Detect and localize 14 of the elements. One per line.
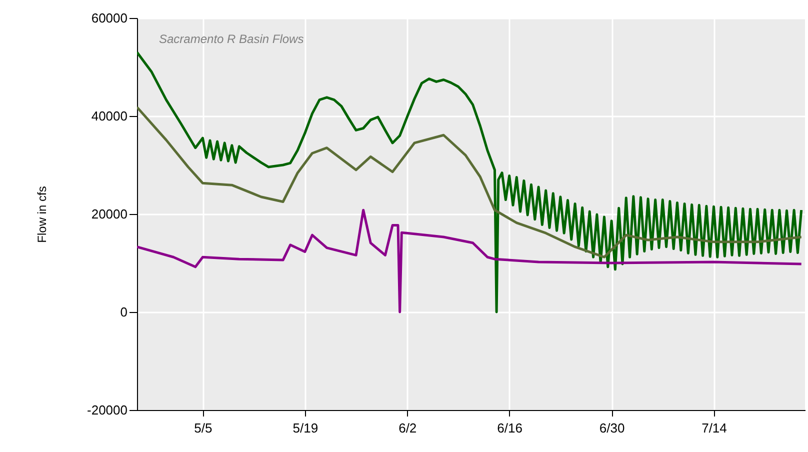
x-tick-label: 6/2 bbox=[398, 420, 417, 436]
y-tick-label: -20000 bbox=[87, 402, 128, 418]
y-tick-label: 60000 bbox=[91, 10, 128, 26]
line-series bbox=[137, 106, 803, 258]
x-tick-label: 7/14 bbox=[702, 420, 727, 436]
x-tick-label: 5/19 bbox=[292, 420, 318, 436]
y-tick-label: 20000 bbox=[91, 206, 128, 222]
x-tick-label: 6/30 bbox=[599, 420, 625, 436]
x-tick-label: 5/5 bbox=[194, 420, 212, 436]
text: Sacramento R Basin Flows bbox=[159, 32, 304, 46]
y-tick-label: 0 bbox=[120, 304, 128, 320]
y-axis-title: Flow in cfs bbox=[35, 186, 50, 243]
y-tick-label: 40000 bbox=[91, 108, 128, 124]
x-tick-label: 6/16 bbox=[497, 420, 522, 436]
